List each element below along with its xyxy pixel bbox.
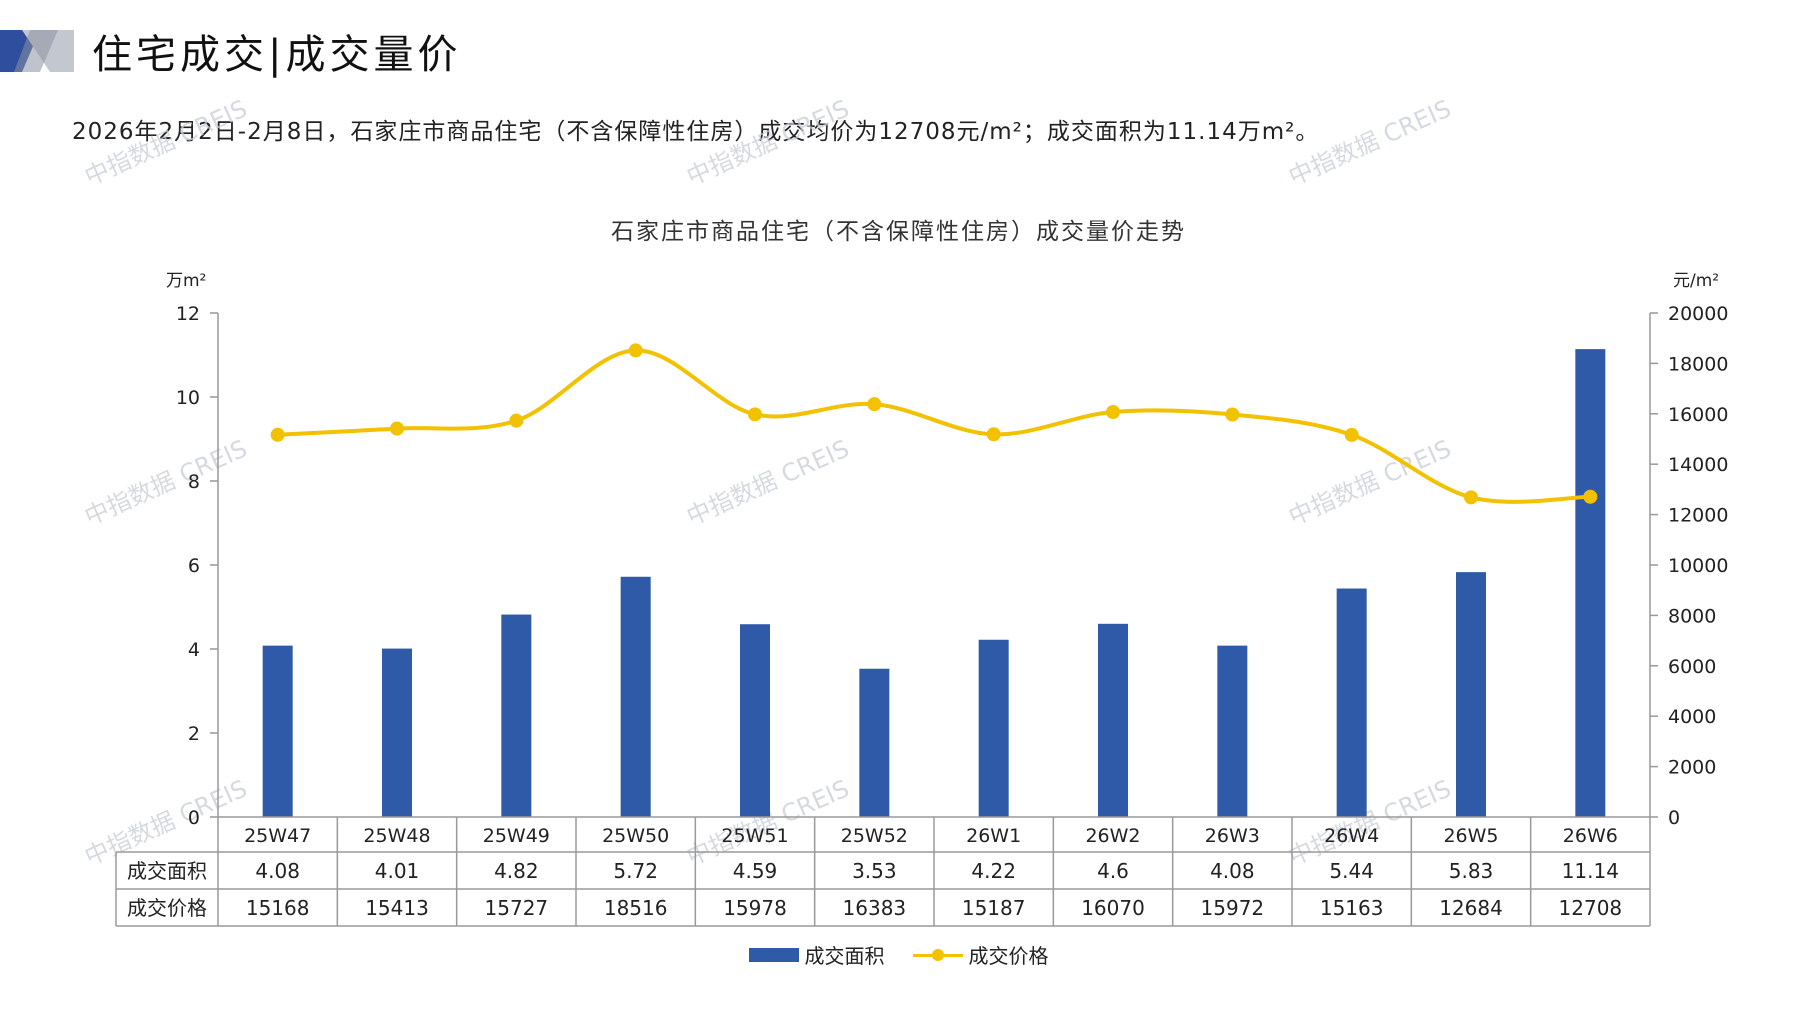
- right-tick-label: 16000: [1668, 404, 1728, 426]
- table-cell-price: 12684: [1439, 896, 1503, 920]
- left-tick-label: 2: [188, 723, 200, 745]
- table-cell-price: 15168: [246, 896, 310, 920]
- table-cell-price: 15413: [365, 896, 429, 920]
- table-cell-price: 16383: [843, 896, 907, 920]
- x-tick-label: 25W48: [363, 825, 430, 847]
- right-tick-label: 4000: [1668, 706, 1716, 728]
- legend-item-area: 成交面积: [748, 940, 885, 969]
- bar-25W47: [262, 645, 293, 817]
- table-cell-price: 15727: [485, 896, 549, 920]
- left-tick-label: 8: [188, 471, 200, 493]
- x-tick-label: 25W51: [721, 825, 788, 847]
- price-point-25W50: [628, 343, 643, 358]
- bar-25W50: [620, 576, 651, 817]
- left-tick-label: 10: [176, 387, 200, 409]
- price-point-26W5: [1464, 490, 1478, 505]
- table-row-header: 成交面积: [127, 859, 207, 883]
- legend-label-area: 成交面积: [804, 944, 885, 968]
- left-tick-label: 6: [188, 555, 200, 577]
- x-tick-label: 26W6: [1563, 825, 1618, 847]
- header-accent-bar: [0, 30, 74, 72]
- price-point-25W52: [867, 397, 882, 412]
- x-tick-label: 25W50: [602, 825, 669, 847]
- right-tick-label: 8000: [1668, 605, 1716, 627]
- right-tick-label: 20000: [1668, 303, 1728, 325]
- table-cell-area: 11.14: [1562, 859, 1619, 883]
- table-cell-area: 4.82: [494, 859, 539, 883]
- table-cell-price: 15187: [962, 896, 1026, 920]
- chart-title: 石家庄市商品住宅（不含保障性住房）成交量价走势: [611, 219, 1186, 245]
- table-cell-area: 4.22: [971, 859, 1016, 883]
- legend-swatch-bar: [748, 947, 799, 962]
- table-row-header: 成交价格: [127, 896, 207, 920]
- left-tick-label: 0: [188, 807, 200, 829]
- summary-text: 2026年2月2日-2月8日，石家庄市商品住宅（不含保障性住房）成交均价为127…: [72, 119, 1320, 145]
- price-line: [277, 348, 1591, 504]
- table-cell-price: 15978: [723, 896, 787, 920]
- left-tick-label: 4: [188, 639, 200, 661]
- chart-legend: 成交面积 成交价格: [0, 940, 1797, 969]
- bar-26W5: [1456, 572, 1486, 817]
- table-cell-area: 3.53: [852, 859, 897, 883]
- right-axis-unit: 元/m²: [1673, 271, 1720, 291]
- right-tick-label: 12000: [1668, 505, 1728, 527]
- price-point-26W6: [1583, 489, 1598, 504]
- bar-26W4: [1336, 588, 1367, 817]
- right-tick-label: 18000: [1668, 353, 1728, 375]
- table-cell-area: 5.44: [1329, 859, 1374, 883]
- right-tick-label: 6000: [1668, 656, 1716, 678]
- table-cell-price: 16070: [1081, 896, 1145, 920]
- x-tick-label: 26W2: [1085, 825, 1140, 847]
- bar-25W52: [859, 668, 890, 817]
- table-cell-area: 4.59: [733, 859, 778, 883]
- price-point-25W49: [509, 413, 524, 428]
- left-tick-label: 12: [176, 303, 200, 325]
- bar-26W3: [1217, 645, 1248, 817]
- bar-26W2: [1098, 623, 1128, 817]
- page-title: 住宅成交|成交量价: [92, 32, 462, 78]
- right-tick-label: 0: [1668, 807, 1680, 829]
- bar-26W1: [978, 639, 1009, 817]
- bar-26W6: [1575, 349, 1606, 817]
- price-point-26W1: [986, 427, 1001, 442]
- x-tick-label: 25W52: [841, 825, 908, 847]
- legend-swatch-line: [912, 948, 963, 962]
- right-tick-label: 10000: [1668, 555, 1728, 577]
- bar-25W49: [501, 614, 532, 817]
- price-point-26W3: [1225, 407, 1240, 422]
- price-point-26W4: [1344, 427, 1359, 442]
- price-point-25W51: [748, 407, 762, 422]
- price-point-25W47: [270, 427, 285, 442]
- right-tick-label: 14000: [1668, 454, 1728, 476]
- table-cell-price: 15972: [1201, 896, 1265, 920]
- table-cell-area: 4.01: [375, 859, 420, 883]
- right-tick-label: 2000: [1668, 757, 1716, 779]
- x-tick-label: 25W49: [483, 825, 550, 847]
- table-cell-area: 5.83: [1449, 859, 1494, 883]
- x-tick-label: 26W1: [966, 825, 1021, 847]
- x-tick-label: 26W3: [1205, 825, 1260, 847]
- price-point-25W48: [390, 421, 404, 436]
- table-cell-area: 4.08: [255, 859, 300, 883]
- legend-item-price: 成交价格: [912, 940, 1049, 969]
- table-cell-area: 4.08: [1210, 859, 1255, 883]
- price-point-26W2: [1106, 405, 1120, 420]
- table-cell-price: 15163: [1320, 896, 1384, 920]
- table-cell-area: 5.72: [613, 859, 658, 883]
- bar-25W51: [740, 624, 770, 817]
- x-tick-label: 25W47: [244, 825, 311, 847]
- bar-25W48: [382, 648, 412, 817]
- table-cell-area: 4.6: [1097, 859, 1129, 883]
- left-axis-unit: 万m²: [166, 271, 207, 291]
- x-tick-label: 26W5: [1443, 825, 1498, 847]
- legend-label-price: 成交价格: [968, 944, 1049, 968]
- x-tick-label: 26W4: [1324, 825, 1379, 847]
- table-cell-price: 12708: [1559, 896, 1623, 920]
- table-cell-price: 18516: [604, 896, 668, 920]
